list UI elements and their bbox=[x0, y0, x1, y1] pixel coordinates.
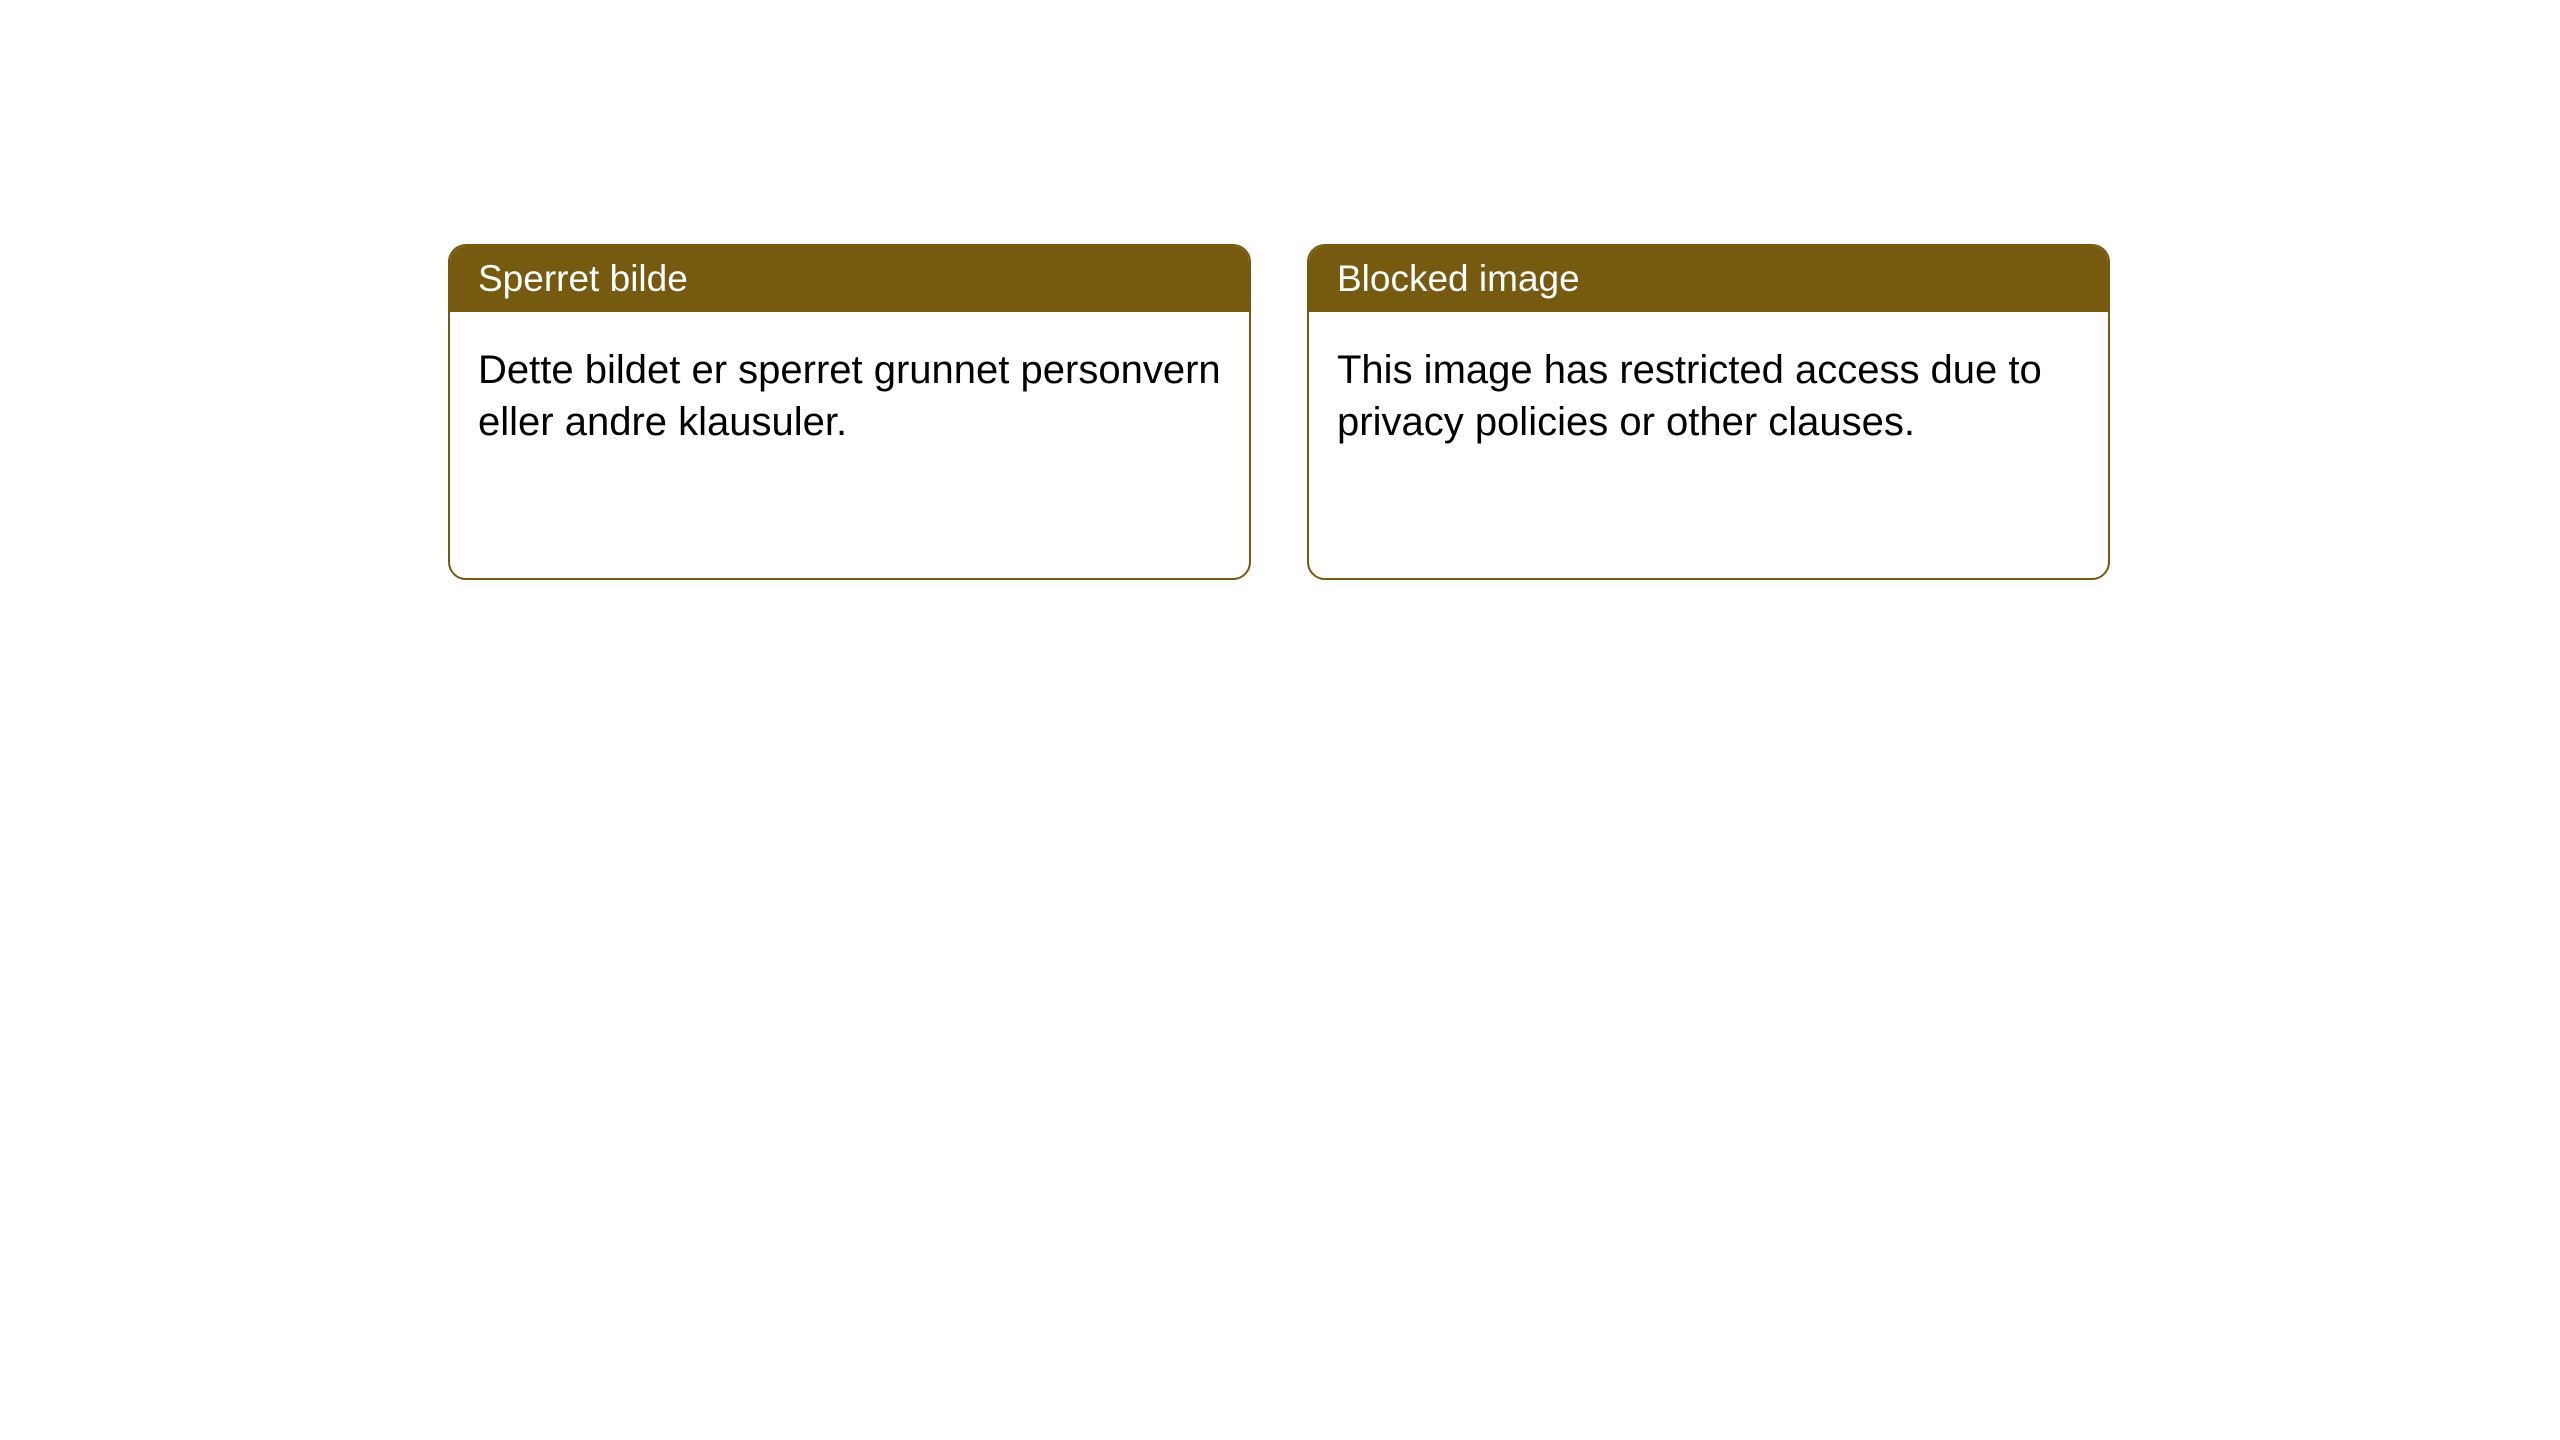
notice-container: Sperret bilde Dette bildet er sperret gr… bbox=[0, 0, 2560, 580]
notice-body-norwegian: Dette bildet er sperret grunnet personve… bbox=[450, 312, 1249, 480]
notice-card-english: Blocked image This image has restricted … bbox=[1307, 244, 2110, 580]
notice-card-norwegian: Sperret bilde Dette bildet er sperret gr… bbox=[448, 244, 1251, 580]
notice-body-english: This image has restricted access due to … bbox=[1309, 312, 2108, 480]
notice-title-english: Blocked image bbox=[1309, 246, 2108, 312]
notice-title-norwegian: Sperret bilde bbox=[450, 246, 1249, 312]
